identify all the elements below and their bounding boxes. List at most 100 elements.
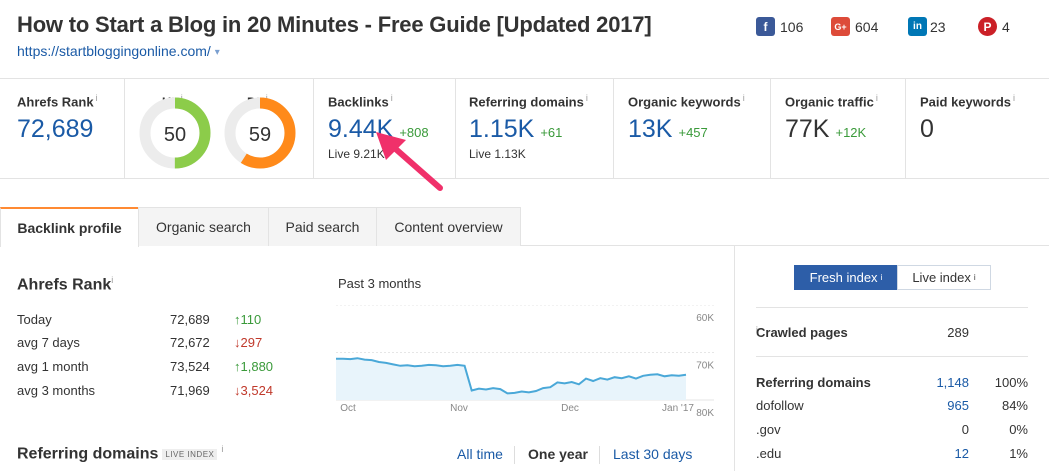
ref-row-value[interactable]: 965 xyxy=(947,398,969,413)
page-header: How to Start a Blog in 20 Minutes - Free… xyxy=(0,0,1049,78)
info-icon[interactable]: i xyxy=(1013,93,1016,103)
fresh-index-toggle[interactable]: Fresh index i xyxy=(794,265,898,290)
crawled-pages-value: 289 xyxy=(947,325,969,340)
info-icon[interactable]: i xyxy=(742,93,745,103)
metric-label: Referring domains xyxy=(469,94,584,110)
section-title-text: Ahrefs Rank xyxy=(17,276,112,294)
rank-value: 73,524 xyxy=(170,359,210,374)
metric-ahrefs-rank[interactable]: Ahrefs Rank i 72,689 xyxy=(0,79,124,179)
referring-domains-heading: Referring domains LIVE INDEXi xyxy=(17,444,223,463)
page-url[interactable]: https://startbloggingonline.com/▾ xyxy=(17,43,220,59)
metric-label: Backlinks xyxy=(328,94,389,110)
metric-label: Ahrefs Rank xyxy=(17,94,94,110)
rank-row: avg 3 months 71,969 ↓3,524 xyxy=(17,383,317,403)
linkedin-count: 23 xyxy=(930,18,946,35)
ref-row-label: .gov xyxy=(756,422,781,437)
social-linkedin[interactable]: in 23 xyxy=(908,17,946,36)
metric-organic-keywords[interactable]: Organic keywords i 13K +457 xyxy=(613,79,770,179)
google-plus-icon: G+ xyxy=(831,17,850,36)
live-index-toggle[interactable]: Live index i xyxy=(897,265,991,290)
rank-label: Today xyxy=(17,312,52,327)
linkedin-icon: in xyxy=(908,17,927,36)
tab-backlink-profile[interactable]: Backlink profile xyxy=(0,207,139,247)
rank-row: avg 7 days 72,672 ↓297 xyxy=(17,335,317,355)
metric-delta: +61 xyxy=(540,125,563,140)
metric-live-value: Live 9.21K xyxy=(328,147,385,161)
rank-change: ↓297 xyxy=(234,335,263,350)
rank-label: avg 7 days xyxy=(17,335,80,350)
rank-change: ↓3,524 xyxy=(234,383,274,398)
chart-y-tick: 80K xyxy=(696,408,714,417)
chart-title: Past 3 months xyxy=(338,276,422,291)
info-icon[interactable]: i xyxy=(875,93,878,103)
chart-series-line xyxy=(336,357,687,395)
chart-y-tick: 60K xyxy=(696,313,714,324)
info-icon: i xyxy=(973,273,976,282)
ahrefs-rank-chart[interactable]: 60K 70K 80K Oct Nov Dec Jan '17 xyxy=(336,305,716,417)
rank-value: 72,689 xyxy=(170,312,210,327)
ref-row-pct: 84% xyxy=(1001,398,1028,413)
ahrefs-rank-heading: Ahrefs Ranki xyxy=(17,275,113,294)
dr-gauge[interactable]: 59 xyxy=(222,95,298,171)
chart-x-tick: Jan '17 xyxy=(662,403,694,414)
info-icon[interactable]: i xyxy=(95,93,98,103)
metric-paid-keywords[interactable]: Paid keywords i 0 xyxy=(905,79,1049,179)
google-plus-count: 604 xyxy=(855,18,879,35)
toggle-label: Live index xyxy=(912,270,971,285)
rank-row: avg 1 month 73,524 ↑1,880 xyxy=(17,359,317,379)
metric-referring-domains[interactable]: Referring domains i 1.15K +61 Live 1.13K xyxy=(455,79,613,179)
divider xyxy=(756,356,1028,357)
metric-value: 72,689 xyxy=(17,115,94,143)
crawled-pages-label: Crawled pages xyxy=(756,325,848,340)
rank-value: 71,969 xyxy=(170,383,210,398)
info-icon[interactable]: i xyxy=(221,444,224,454)
crawled-pages-row: Crawled pages i 289 xyxy=(756,325,1028,345)
metric-value[interactable]: 13K xyxy=(628,115,673,143)
url-link[interactable]: https://startbloggingonline.com/ xyxy=(17,43,211,59)
period-all-time[interactable]: All time xyxy=(457,446,503,462)
tab-paid-search[interactable]: Paid search xyxy=(268,207,377,246)
page-title: How to Start a Blog in 20 Minutes - Free… xyxy=(17,12,652,37)
ref-row-label: .edu xyxy=(756,446,782,461)
ref-row-pct: 100% xyxy=(994,375,1028,390)
info-icon[interactable]: i xyxy=(111,275,114,285)
tab-organic-search[interactable]: Organic search xyxy=(138,207,269,246)
social-facebook[interactable]: f 106 xyxy=(756,17,803,36)
ref-row-value[interactable]: 12 xyxy=(954,446,969,461)
metrics-strip: Ahrefs Rank i 72,689 URi 50 DRi 59 Backli… xyxy=(0,78,1049,179)
ref-domains-row: dofollow 965 84% xyxy=(756,398,1028,418)
divider xyxy=(514,446,515,464)
social-google-plus[interactable]: G+ 604 xyxy=(831,17,878,36)
rank-value: 72,672 xyxy=(170,335,210,350)
metric-value[interactable]: 0 xyxy=(920,115,934,143)
ur-gauge[interactable]: 50 xyxy=(137,95,213,171)
ref-row-value[interactable]: 1,148 xyxy=(936,375,969,390)
social-pinterest[interactable]: P 4 xyxy=(978,17,1010,36)
info-icon[interactable]: i xyxy=(756,325,758,334)
dr-gauge-arc xyxy=(224,97,296,169)
ref-row-label: Referring domains xyxy=(756,375,871,390)
metric-delta: +12K xyxy=(835,125,867,140)
tab-content-overview[interactable]: Content overview xyxy=(376,207,521,246)
chevron-down-icon[interactable]: ▾ xyxy=(214,46,220,58)
metric-organic-traffic[interactable]: Organic traffic i 77K +12K xyxy=(770,79,905,179)
rank-label: avg 3 months xyxy=(17,383,96,398)
rank-change: ↑110 xyxy=(234,312,262,327)
divider xyxy=(599,446,600,464)
chart-x-tick: Nov xyxy=(450,403,468,414)
metric-value[interactable]: 1.15K xyxy=(469,115,535,143)
rank-change: ↑1,880 xyxy=(234,359,274,374)
metric-value[interactable]: 77K xyxy=(785,115,830,143)
ref-row-value: 0 xyxy=(961,422,969,437)
info-icon[interactable]: i xyxy=(265,93,268,103)
ref-domains-row: .edu 12 1% xyxy=(756,446,1028,466)
period-last-30-days[interactable]: Last 30 days xyxy=(613,446,693,462)
rank-row: Today 72,689 ↑110 xyxy=(17,312,317,332)
chart-area-fill xyxy=(336,358,686,400)
pinterest-icon: P xyxy=(978,17,997,36)
info-icon[interactable]: i xyxy=(180,93,183,103)
info-icon[interactable]: i xyxy=(390,93,393,103)
info-icon[interactable]: i xyxy=(585,93,588,103)
period-one-year[interactable]: One year xyxy=(528,446,588,462)
live-index-badge: LIVE INDEX xyxy=(162,448,218,460)
